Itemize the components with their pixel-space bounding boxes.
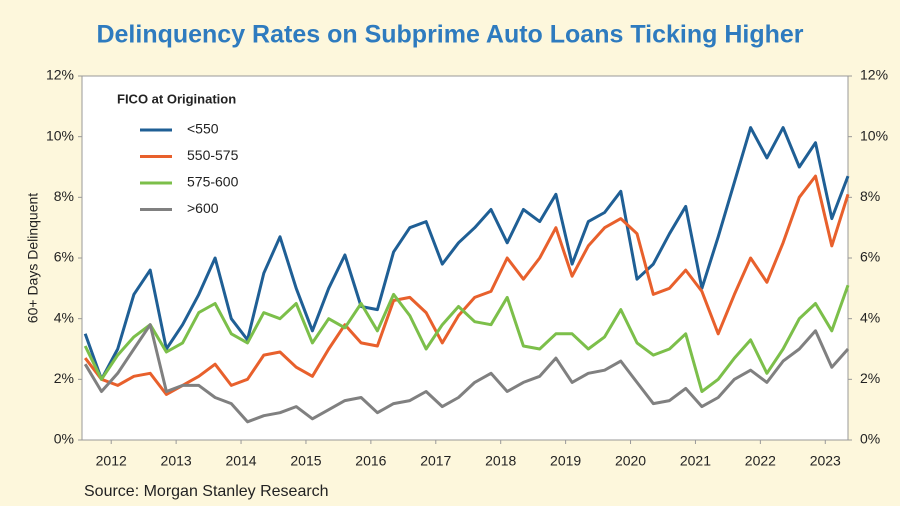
series-line	[83, 284, 850, 393]
x-tick-label: 2020	[615, 453, 646, 469]
x-tick-label: 2018	[485, 453, 516, 469]
series-line	[83, 126, 850, 381]
legend-label: 575-600	[187, 174, 239, 190]
x-tick-label: 2012	[96, 453, 127, 469]
y-tick-label: 10%	[46, 127, 74, 143]
series-line	[84, 174, 850, 396]
y-tick-label: 8%	[54, 188, 74, 204]
y2-tick-label: 6%	[860, 249, 880, 265]
series-line	[83, 323, 850, 424]
y-tick-label: 2%	[54, 370, 74, 386]
x-tick-label: 2019	[550, 453, 581, 469]
y2-tick-label: 2%	[860, 370, 880, 386]
legend-title: FICO at Origination	[117, 91, 236, 106]
y2-tick-label: 8%	[860, 188, 880, 204]
x-tick-label: 2016	[355, 453, 386, 469]
y2-tick-label: 0%	[860, 431, 880, 447]
x-tick-label: 2015	[290, 453, 321, 469]
x-tick-label: 2014	[225, 453, 256, 469]
y-axis-label: 60+ Days Delinquent	[25, 193, 41, 323]
x-tick-label: 2013	[161, 453, 192, 469]
y-tick-label: 6%	[54, 249, 74, 265]
y-tick-label: 4%	[54, 309, 74, 325]
chart-title: Delinquency Rates on Subprime Auto Loans…	[96, 21, 803, 49]
x-tick-label: 2023	[810, 453, 841, 469]
x-tick-label: 2017	[420, 453, 451, 469]
y2-tick-label: 4%	[860, 309, 880, 325]
legend-label: <550	[187, 121, 219, 137]
y2-tick-label: 10%	[860, 127, 888, 143]
plot-area	[81, 75, 849, 441]
x-tick-label: 2022	[745, 453, 776, 469]
source: Source: Morgan Stanley Research	[84, 483, 329, 500]
y-tick-label: 0%	[54, 431, 74, 447]
y2-tick-label: 12%	[860, 67, 888, 83]
y-tick-label: 12%	[46, 67, 74, 83]
legend-label: >600	[187, 200, 219, 216]
legend-label: 550-575	[187, 147, 239, 163]
x-tick-label: 2021	[680, 453, 711, 469]
